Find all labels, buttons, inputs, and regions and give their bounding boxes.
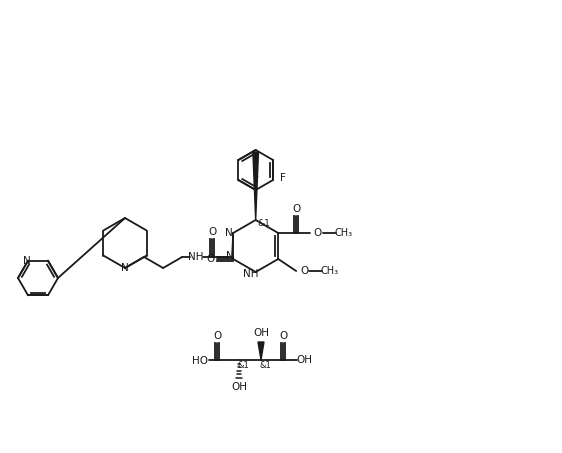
Text: N: N [226, 251, 234, 261]
Text: N: N [121, 263, 129, 273]
Text: HO: HO [192, 356, 208, 366]
Text: O: O [213, 331, 221, 341]
Text: O: O [300, 266, 309, 276]
Text: NH: NH [243, 269, 259, 279]
Text: OH: OH [296, 355, 312, 365]
Text: OH: OH [231, 382, 247, 392]
Text: O: O [206, 254, 214, 264]
Text: &1: &1 [237, 361, 249, 370]
Text: O: O [208, 227, 216, 237]
Text: F: F [253, 176, 259, 186]
Text: CH₃: CH₃ [334, 228, 352, 238]
Text: &1: &1 [257, 220, 270, 228]
Text: N: N [23, 255, 31, 265]
Text: O: O [313, 228, 321, 238]
Polygon shape [258, 342, 264, 360]
Text: CH₃: CH₃ [320, 266, 338, 276]
Text: O: O [292, 204, 300, 214]
Polygon shape [253, 152, 259, 220]
Text: &1: &1 [259, 361, 271, 370]
Text: O: O [279, 331, 287, 341]
Text: OH: OH [253, 328, 269, 338]
Text: NH: NH [188, 252, 204, 262]
Text: N: N [225, 228, 233, 238]
Text: F: F [280, 173, 286, 183]
